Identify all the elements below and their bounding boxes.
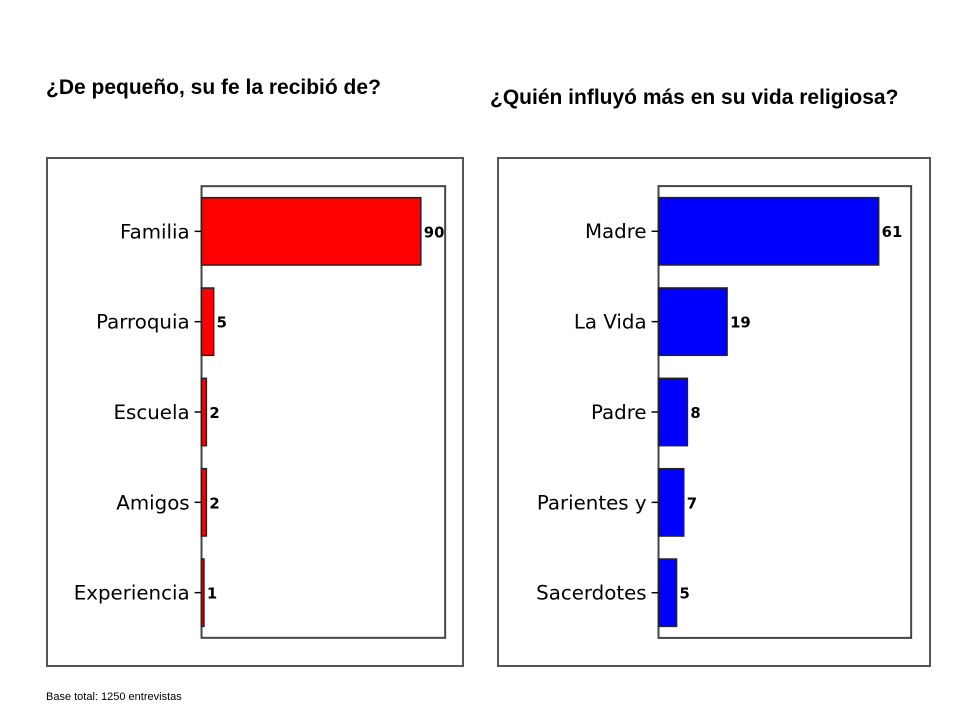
bar-chart-right: Madre 61 La Vida 19 Padre 8 Parientes y 7 Sacerd… — [536, 185, 913, 639]
chart-title-right: ¿Quién influyó más en su vida religiosa? — [490, 86, 899, 109]
left-value-label: 1 — [207, 585, 217, 603]
right-bar — [657, 558, 678, 628]
right-value-label: 61 — [882, 223, 903, 241]
right-bar — [657, 287, 728, 357]
left-category-label: Amigos — [116, 491, 189, 514]
right-bar — [657, 196, 880, 266]
left-category-label: Parroquia — [96, 311, 190, 334]
left-value-label: 2 — [209, 494, 219, 512]
left-value-label: 90 — [424, 223, 445, 241]
left-value-label: 5 — [217, 314, 227, 332]
left-category-label: Experiencia — [74, 582, 190, 605]
left-category-label: Escuela — [114, 401, 190, 424]
right-category-label: Parientes y — [537, 491, 647, 514]
left-bar — [200, 196, 422, 266]
right-value-label: 19 — [730, 314, 751, 332]
left-bar — [200, 377, 208, 447]
left-value-label: 2 — [209, 404, 219, 422]
right-category-label: La Vida — [574, 311, 647, 334]
right-category-label: Sacerdotes — [536, 582, 647, 605]
footnote: Base total: 1250 entrevistas — [46, 691, 182, 703]
right-value-label: 8 — [690, 404, 700, 422]
left-bar — [200, 558, 205, 628]
chart-panel-left: Familia 90 Parroquia 5 Escuela 2 Amigos 2 Experi… — [46, 157, 464, 667]
chart-title-left: ¿De pequeño, su fe la recibió de? — [46, 76, 381, 99]
right-value-label: 5 — [680, 585, 690, 603]
left-bar — [200, 467, 208, 537]
right-bar — [657, 467, 685, 537]
right-bar — [657, 377, 689, 447]
bar-chart-left: Familia 90 Parroquia 5 Escuela 2 Amigos 2 Experi… — [74, 185, 447, 639]
left-bar — [200, 287, 215, 357]
right-category-label: Padre — [591, 401, 647, 424]
left-category-label: Familia — [120, 220, 190, 243]
right-value-label: 7 — [687, 494, 697, 512]
right-category-label: Madre — [585, 220, 647, 243]
chart-panel-right: Madre 61 La Vida 19 Padre 8 Parientes y 7 Sacerd… — [497, 157, 931, 667]
